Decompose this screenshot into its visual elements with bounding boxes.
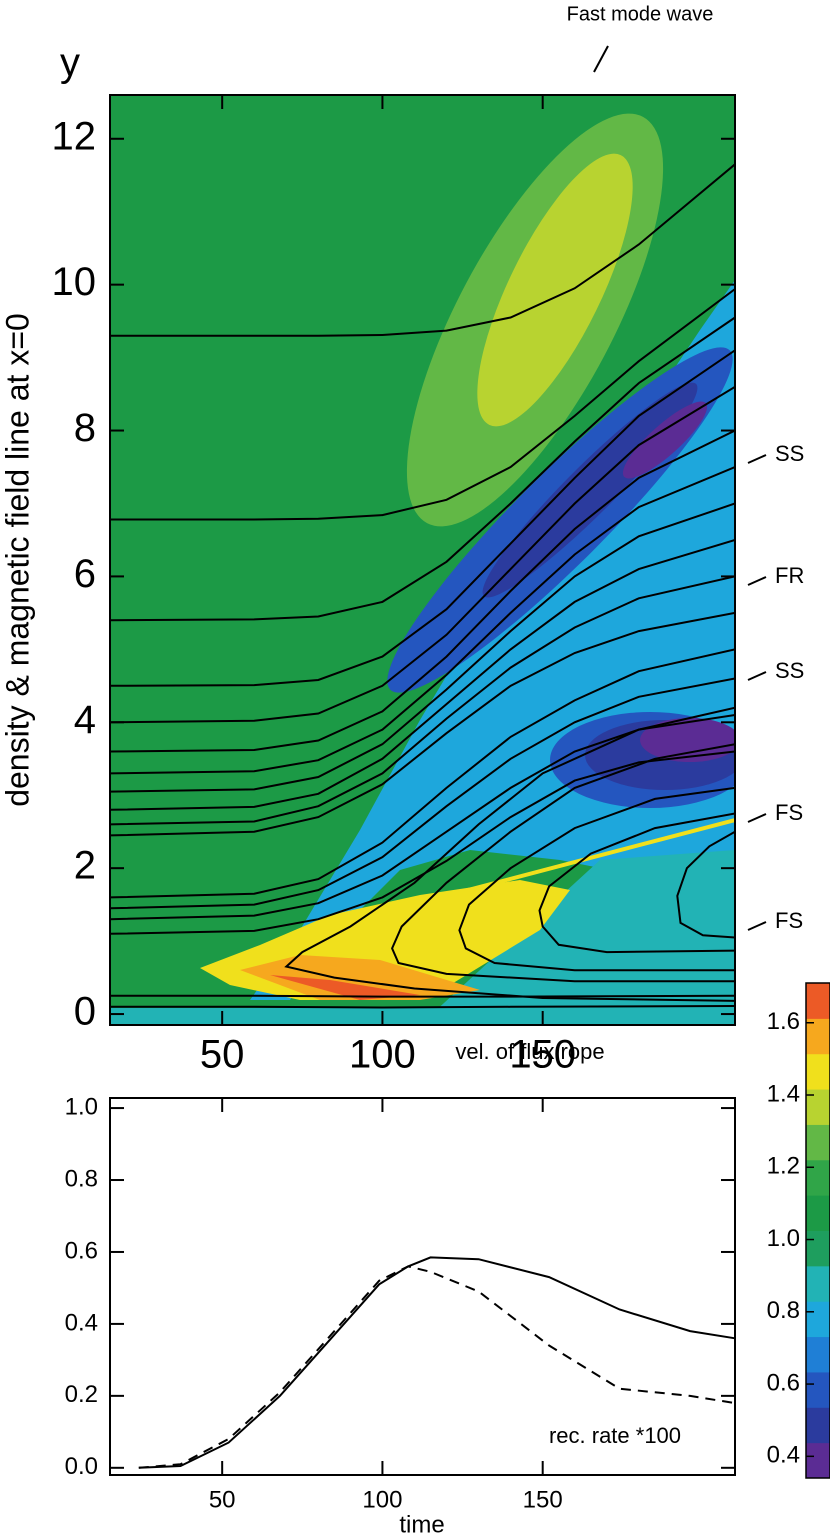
x-tick-label: 50 [200,1033,245,1077]
y-tick-label: 0.4 [65,1309,98,1336]
field-line [110,575,735,826]
annotation-pointer [747,454,767,464]
annotation-pointer [747,576,767,586]
field-line [110,466,735,775]
y-tick-label: 10 [52,260,97,304]
field-line [110,677,735,910]
y-tick-label: 4 [74,698,96,742]
x-tick-label: 50 [209,1486,236,1513]
color-band [806,1053,830,1090]
color-band [806,983,830,1019]
field-line [284,706,735,1002]
y-tick-label: 1.0 [65,1093,98,1120]
field-line [458,786,735,972]
field-line [110,502,735,793]
color-band [806,1018,830,1055]
series-line [138,1265,736,1469]
colorbar-tick-label: 1.2 [767,1153,800,1180]
field-line [110,1005,735,1009]
top-frame [109,94,736,1026]
y-tick-label: 0 [74,990,96,1034]
colorbar-tick-label: 0.6 [767,1369,800,1396]
color-band [806,1407,830,1444]
colorbar-tick-label: 0.4 [767,1442,800,1469]
annotation-pointer [593,45,609,73]
field-line [110,750,735,935]
field-line [110,349,735,687]
color-band [806,1230,830,1267]
y-symbol: y [60,41,80,85]
y-tick-label: 0.0 [65,1453,98,1480]
series-label: rec. rate *100 [549,1423,681,1448]
field-line [110,288,735,521]
field-line [110,316,735,622]
colorbar-tick-label: 1.0 [767,1225,800,1252]
field-line [110,994,735,998]
y-tick-label: 12 [52,114,97,158]
generated: 50 100 150 0 2 4 6 8 10 12 Fast mode wave SS FR SS FS F… [52,3,830,1513]
field-lines [110,163,735,1009]
x-tick-label: 150 [523,1486,563,1513]
bottom-frame [109,1097,736,1476]
annotation: FS [775,908,803,933]
x-tick-label: 100 [362,1486,402,1513]
color-band [806,1124,830,1161]
y-tick-label: 0.6 [65,1237,98,1264]
annotation-pointer [747,671,767,681]
series-label: vel. of flux rope [455,1039,604,1064]
y-tick-label: 0.8 [65,1165,98,1192]
annotation: FR [775,563,804,588]
annotation: SS [775,658,804,683]
color-band [806,1301,830,1338]
color-band [806,1442,830,1479]
y-axis-label: density & magnetic field line at x=0 [0,313,35,807]
y-tick-label: 8 [74,406,96,450]
annotation-pointer [747,921,767,931]
field-line [110,648,735,899]
annotation: Fast mode wave [567,3,714,25]
field-line [110,538,735,811]
field-line [538,812,735,954]
y-tick-label: 0.2 [65,1381,98,1408]
annotation: FS [775,800,803,825]
colorbar-frame [805,982,830,1479]
field-line [110,611,735,837]
density-field [110,95,735,1025]
field-line [391,743,735,983]
x-tick-label: 100 [349,1033,416,1077]
color-band [806,1336,830,1373]
field-line [110,385,735,724]
y-tick-label: 2 [74,844,96,888]
colorbar-tick-label: 1.4 [767,1080,800,1107]
color-band [806,1265,830,1302]
field-line [676,830,735,939]
x-tick-label: 150 [509,1033,576,1077]
colorbar-tick-label: 0.8 [767,1297,800,1324]
field-line [110,714,735,921]
field-line [110,429,735,753]
color-band [806,1371,830,1408]
x-axis-label: time [399,1511,444,1538]
colorbar-tick-label: 1.6 [767,1008,800,1035]
annotation-pointer [747,813,767,823]
y-tick-label: 6 [74,552,96,596]
color-band [806,1195,830,1231]
field-line [110,163,735,337]
annotation: SS [775,441,804,466]
color-band [806,1159,830,1196]
